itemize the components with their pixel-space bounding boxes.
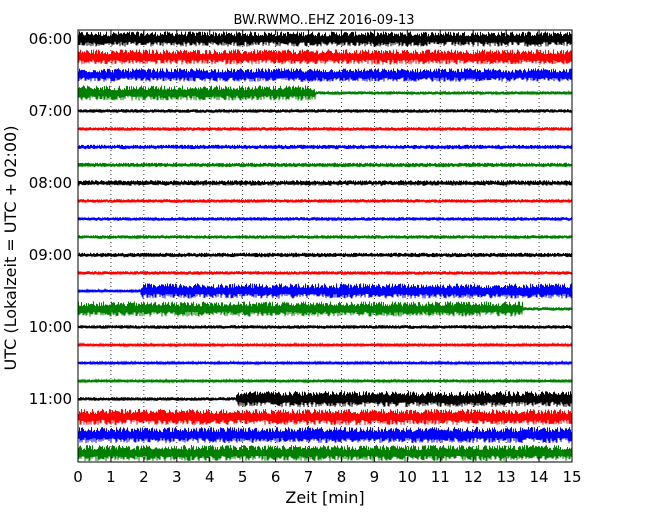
seismogram-trace: [77, 85, 573, 101]
x-tick-label: 9: [370, 468, 380, 486]
seismogram-trace: [77, 270, 573, 276]
x-tick-label: 7: [304, 468, 314, 486]
seismogram-trace: [77, 324, 573, 331]
x-tick-label: 12: [464, 468, 483, 486]
vertical-gridlines: [110, 30, 540, 462]
x-tick-label: 2: [139, 468, 149, 486]
seismogram-trace: [77, 126, 573, 132]
seismogram-trace: [77, 283, 573, 299]
x-tick-label: 3: [172, 468, 182, 486]
x-tick-label: 8: [337, 468, 347, 486]
y-axis-label: UTC (Lokalzeit = UTC + 02:00): [1, 126, 20, 371]
y-tick-label: 06:00: [29, 30, 72, 48]
y-tick-label: 11:00: [29, 390, 72, 408]
x-tick-label: 11: [431, 468, 450, 486]
x-tick-label: 1: [106, 468, 116, 486]
x-tick-label: 5: [238, 468, 248, 486]
seismogram-trace: [77, 390, 573, 408]
chart-title: BW.RWMO..EHZ 2016-09-13: [233, 13, 414, 28]
seismogram-trace: [77, 234, 573, 240]
seismogram-trace: [77, 180, 573, 186]
x-tick-label: 6: [271, 468, 281, 486]
x-tick-label: 4: [205, 468, 215, 486]
y-tick-label: 09:00: [29, 246, 72, 264]
seismogram-trace: [77, 426, 573, 444]
y-tick-label: 08:00: [29, 174, 72, 192]
x-axis-ticks: 0 1 2 3 4 5 6 7 8 9 10 11 12 13 14 15: [73, 30, 582, 486]
y-tick-label: 10:00: [29, 318, 72, 336]
trace-group: [77, 31, 573, 462]
seismogram-trace: [77, 216, 573, 222]
seismogram-trace: [77, 49, 573, 65]
seismogram-trace: [77, 359, 573, 367]
x-tick-label: 13: [497, 468, 516, 486]
seismogram-trace: [77, 108, 573, 114]
x-tick-label: 10: [398, 468, 417, 486]
x-tick-label: 15: [562, 468, 581, 486]
seismogram-trace: [77, 68, 573, 82]
x-axis-label: Zeit [min]: [285, 488, 364, 507]
seismogram-trace: [77, 444, 573, 462]
seismogram-trace: [77, 408, 573, 426]
seismogram-trace: [77, 341, 573, 349]
x-tick-label: 0: [73, 468, 83, 486]
plot-frame: [77, 29, 573, 463]
seismogram-trace: [77, 301, 573, 317]
y-tick-label: 07:00: [29, 102, 72, 120]
seismogram-trace: [77, 31, 573, 47]
seismogram-trace: [77, 198, 573, 204]
x-tick-label: 14: [530, 468, 549, 486]
seismogram-trace: [77, 144, 573, 150]
seismogram-trace: [77, 377, 573, 385]
seismogram-trace: [77, 252, 573, 258]
seismogram-trace: [77, 162, 573, 168]
y-axis-ticks: 06:00 07:00 08:00 09:00 10:00 11:00: [29, 30, 572, 408]
